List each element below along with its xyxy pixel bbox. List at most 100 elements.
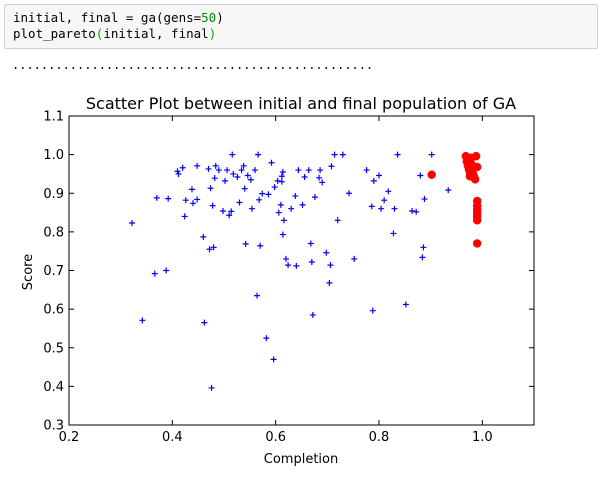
initial-point (153, 194, 160, 201)
code-token: 50 (201, 10, 217, 25)
initial-point (244, 172, 251, 179)
initial-point (376, 172, 382, 179)
initial-point (301, 174, 308, 181)
initial-point (292, 192, 299, 199)
initial-point (181, 213, 188, 220)
initial-point (370, 177, 377, 184)
initial-point (179, 164, 186, 171)
initial-point (268, 159, 275, 166)
initial-point (316, 174, 323, 181)
initial-point (271, 184, 278, 191)
progress-output: ........................................… (12, 58, 374, 72)
initial-point (274, 177, 281, 184)
initial-point (211, 175, 218, 182)
initial-point (334, 217, 341, 224)
initial-point (257, 242, 264, 249)
series-final (427, 151, 482, 248)
initial-point (331, 151, 338, 158)
initial-point (311, 194, 318, 201)
y-tick-label: 0.7 (43, 264, 64, 279)
y-tick-label: 0.3 (43, 419, 64, 434)
initial-point (219, 208, 226, 215)
initial-point (151, 270, 158, 277)
initial-point (222, 177, 229, 184)
final-point (472, 239, 482, 248)
y-tick-label: 0.5 (43, 341, 64, 356)
initial-point (346, 190, 353, 197)
initial-point (207, 185, 214, 192)
initial-point (182, 197, 189, 204)
initial-point (254, 292, 261, 299)
initial-point (175, 170, 182, 177)
initial-point (391, 205, 398, 212)
code-token: initial, final = ga(gens= (13, 10, 202, 25)
initial-point (309, 311, 316, 318)
initial-point (305, 167, 312, 174)
initial-point (242, 240, 249, 247)
initial-point (139, 317, 146, 324)
initial-point (255, 151, 262, 158)
initial-point (256, 196, 263, 203)
initial-point (327, 262, 334, 269)
initial-point (328, 163, 335, 170)
final-point (471, 151, 481, 161)
code-cell[interactable]: initial, final = ga(gens=50) plot_pareto… (4, 4, 598, 49)
initial-point (413, 208, 420, 215)
code-token: ) (216, 10, 224, 25)
initial-point (394, 151, 401, 158)
initial-point (240, 162, 247, 169)
initial-point (252, 167, 258, 174)
initial-point (265, 191, 272, 198)
initial-point (209, 202, 216, 209)
initial-point (248, 205, 255, 212)
initial-point (129, 219, 136, 226)
initial-point (381, 197, 388, 204)
initial-point (241, 185, 248, 192)
final-point (472, 162, 482, 172)
initial-point (409, 208, 416, 215)
initial-point (163, 267, 170, 274)
y-tick-label: 0.4 (43, 380, 64, 395)
initial-point (259, 190, 266, 197)
initial-point (277, 201, 284, 208)
initial-point (224, 167, 231, 174)
initial-point (279, 231, 286, 238)
initial-point (285, 262, 292, 269)
initial-point (428, 151, 435, 158)
initial-point (417, 172, 424, 179)
code-token: ) (208, 26, 217, 41)
initial-point (229, 151, 236, 158)
initial-point (299, 201, 306, 208)
chart-title: Scatter Plot between initial and final p… (86, 94, 516, 113)
initial-point (275, 209, 282, 216)
code-token: initial, final (103, 26, 209, 41)
initial-point (174, 168, 181, 175)
initial-point (247, 176, 254, 183)
x-axis-label: Completion (264, 452, 338, 467)
final-point (472, 216, 482, 225)
initial-point (278, 178, 285, 185)
initial-point (194, 162, 201, 169)
y-tick-label: 0.8 (43, 225, 64, 240)
initial-point (308, 259, 315, 266)
initial-point (205, 165, 212, 172)
initial-point (419, 254, 426, 261)
initial-point (307, 240, 314, 247)
initial-point (263, 335, 270, 342)
initial-point (369, 307, 376, 314)
initial-point (200, 233, 207, 240)
code-token: plot_pareto (13, 26, 96, 41)
initial-point (339, 151, 346, 158)
initial-point (351, 255, 358, 262)
initial-point (188, 186, 195, 193)
initial-point (226, 212, 233, 219)
initial-point (238, 167, 245, 174)
final-point (427, 170, 436, 179)
series-initial (129, 151, 452, 391)
initial-point (278, 173, 285, 180)
code-line-1: initial, final = ga(gens=50) (13, 10, 597, 26)
initial-point (319, 179, 326, 186)
initial-point (385, 188, 392, 195)
final-point (470, 175, 480, 184)
y-tick-label: 1.0 (43, 148, 64, 163)
